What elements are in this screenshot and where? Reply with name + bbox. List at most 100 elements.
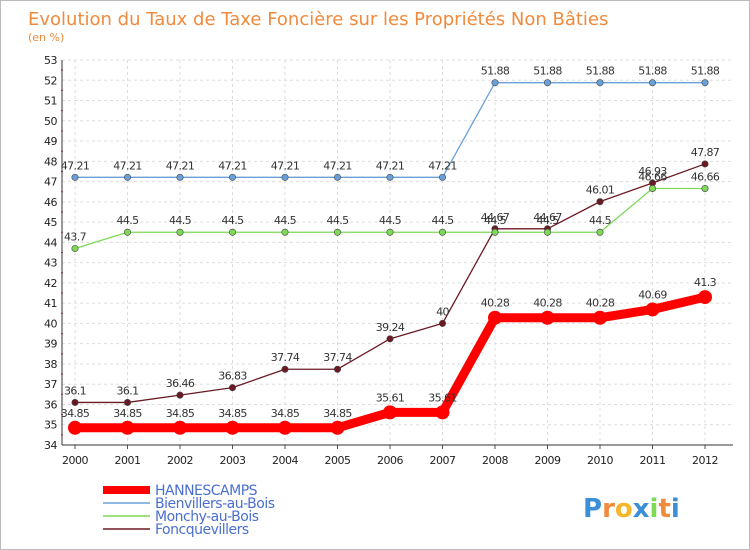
data-point	[68, 420, 82, 435]
logo-letter: t	[658, 494, 670, 524]
y-tick-label: 44	[44, 236, 57, 249]
data-point	[333, 365, 341, 373]
data-point	[124, 398, 132, 406]
data-point	[173, 420, 187, 435]
data-label: 46.93	[638, 165, 667, 178]
data-label: 46.66	[638, 170, 667, 183]
y-tick-label: 51	[44, 95, 57, 108]
data-point	[593, 310, 607, 325]
data-point	[120, 420, 135, 435]
data-point	[386, 335, 394, 343]
x-tick-label: 2007	[430, 454, 456, 467]
y-tick-label: 42	[44, 277, 57, 290]
data-label: 39.24	[376, 321, 405, 334]
data-point	[438, 319, 446, 327]
chart-title: Evolution du Taux de Taxe Foncière sur l…	[28, 9, 608, 30]
data-point	[330, 420, 345, 435]
x-tick-label: 2000	[62, 454, 88, 467]
chart-subtitle: (en %)	[28, 31, 64, 44]
data-point	[333, 228, 341, 236]
data-label: 46.66	[691, 170, 720, 183]
data-point	[701, 184, 709, 192]
data-label: 44.5	[326, 214, 349, 227]
data-label: 34.85	[113, 407, 142, 420]
data-point	[698, 290, 712, 305]
data-point	[596, 79, 604, 87]
data-point	[176, 228, 184, 236]
x-tick-label: 2005	[325, 454, 351, 467]
data-label: 44.5	[379, 214, 402, 227]
data-point	[491, 79, 499, 87]
logo-letter: r	[602, 494, 615, 524]
data-point	[596, 198, 604, 206]
data-label: 40.28	[481, 297, 510, 310]
data-label: 44.67	[481, 211, 510, 224]
data-label: 47.21	[428, 159, 457, 172]
logo-letter: x	[633, 494, 650, 524]
x-tick-label: 2011	[640, 454, 666, 467]
axes: 34 35 36 37 38 39 40 41 42 43 44 45 46 47 48 49 50 51 52 53…	[44, 54, 733, 467]
data-point	[438, 173, 446, 181]
data-label: 34.85	[61, 407, 90, 420]
data-label: 40	[436, 305, 449, 318]
y-tick-label: 53	[44, 54, 57, 67]
data-point	[281, 173, 289, 181]
data-label: 40.28	[586, 297, 615, 310]
data-point	[701, 160, 709, 168]
logo-letter: o	[615, 494, 633, 524]
data-point	[596, 228, 604, 236]
data-label: 40.69	[638, 288, 667, 301]
data-label: 46.01	[586, 184, 615, 197]
data-point	[124, 173, 132, 181]
data-label: 47.21	[271, 159, 300, 172]
data-label: 35.61	[428, 391, 457, 404]
legend-label: HANNESCAMPS	[155, 483, 258, 499]
data-label: 34.85	[166, 407, 195, 420]
data-point	[333, 173, 341, 181]
logo-letter: P	[583, 494, 602, 524]
data-point	[543, 228, 551, 236]
data-point	[278, 420, 292, 435]
data-label: 44.5	[116, 214, 139, 227]
data-point	[383, 405, 397, 420]
data-label: 40.28	[533, 297, 562, 310]
data-label: 51.88	[481, 65, 510, 78]
data-label: 44.5	[589, 214, 612, 227]
data-point	[229, 228, 237, 236]
logo-letter: i	[650, 494, 659, 524]
legend-label: Monchy-au-Bois	[155, 509, 259, 525]
data-point	[491, 228, 499, 236]
data-label: 43.7	[64, 230, 87, 243]
data-point	[229, 384, 237, 392]
data-label: 44.5	[536, 214, 559, 227]
y-tick-label: 45	[44, 216, 57, 229]
data-point	[645, 302, 660, 317]
y-tick-label: 36	[44, 398, 57, 411]
data-point	[176, 173, 184, 181]
data-point	[281, 365, 289, 373]
series-monchy-au-bois: 43.7 44.5 44.5 44.5 44.5 44.5 44.5 44.5 44.5 44.5…	[64, 170, 720, 252]
proxiti-logo: Proxiti	[583, 494, 680, 524]
legend-label: Bienvillers-au-Bois	[155, 496, 275, 512]
data-point	[435, 405, 450, 420]
data-label: 37.74	[323, 351, 352, 364]
data-point	[71, 398, 79, 406]
x-tick-label: 2004	[272, 454, 298, 467]
data-label: 44.67	[533, 211, 562, 224]
data-label: 47.21	[376, 159, 405, 172]
data-label: 44.5	[484, 214, 507, 227]
data-label: 34.85	[323, 407, 352, 420]
data-label: 51.88	[533, 65, 562, 78]
data-point	[701, 79, 709, 87]
y-tick-label: 34	[44, 439, 57, 452]
data-label: 47.21	[218, 159, 247, 172]
data-point	[176, 391, 184, 399]
x-tick-label: 2001	[115, 454, 141, 467]
data-point	[281, 228, 289, 236]
y-tick-label: 49	[44, 135, 57, 148]
data-point	[648, 184, 656, 192]
y-tick-label: 35	[44, 419, 57, 432]
data-label: 51.88	[638, 65, 667, 78]
